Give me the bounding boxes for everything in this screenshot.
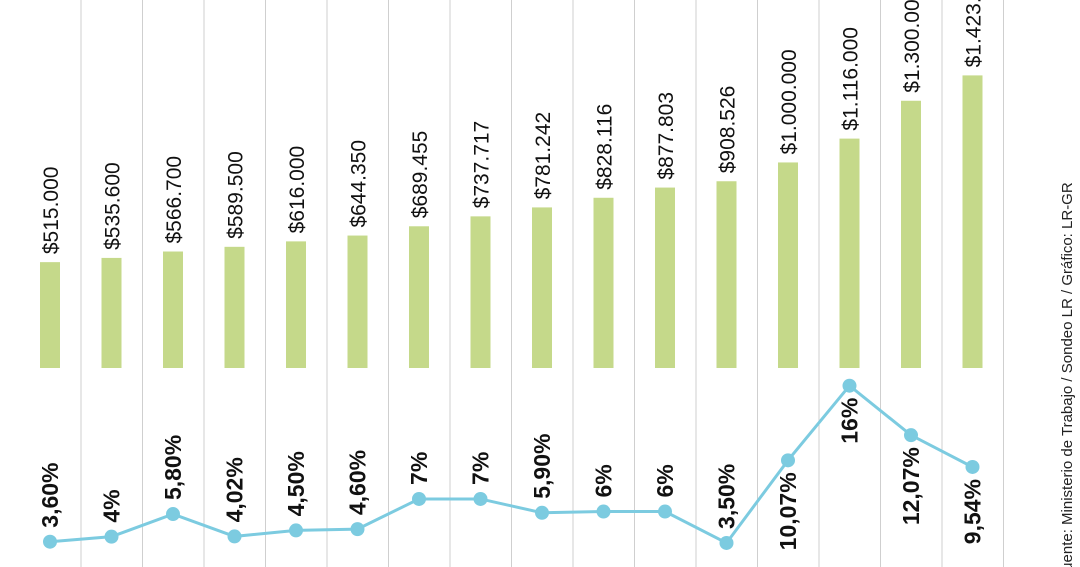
point-label: 6% — [591, 464, 617, 497]
bar — [778, 162, 798, 368]
point — [350, 522, 365, 537]
bar — [962, 75, 983, 369]
point-label: 10,07% — [775, 472, 801, 550]
bar — [40, 262, 60, 368]
point — [104, 529, 119, 544]
point-label: 12,07% — [898, 447, 924, 525]
bar-label: $1.116.000 — [840, 27, 863, 131]
bar-label: $737.717 — [471, 121, 494, 209]
point-label: 5,90% — [529, 434, 555, 499]
bar-label: $781.242 — [532, 112, 555, 200]
point-label: 4% — [99, 489, 125, 522]
bar — [593, 197, 614, 368]
bar — [470, 216, 491, 368]
source: Fuente: Ministerio de Trabajo / Sondeo L… — [1059, 182, 1076, 567]
bar — [224, 246, 245, 368]
bar-label: $689.455 — [409, 131, 432, 219]
point — [904, 428, 918, 443]
point — [412, 491, 426, 506]
bar — [655, 187, 675, 368]
point-label: 5,80% — [160, 435, 186, 500]
point — [842, 378, 857, 393]
point — [166, 507, 180, 522]
bar-label: $828.116 — [594, 104, 617, 190]
point — [781, 453, 795, 468]
point — [719, 535, 734, 550]
bar — [163, 251, 183, 368]
bar-label: $515.000 — [40, 167, 63, 255]
point — [473, 491, 488, 506]
bar-label: $535.600 — [102, 162, 125, 250]
point-label: 3,60% — [37, 462, 63, 527]
bar — [286, 241, 306, 368]
point-label: 4,60% — [345, 450, 371, 515]
bar-label: $644.350 — [348, 140, 371, 228]
point — [658, 504, 672, 519]
point-label: 9,54% — [960, 479, 986, 544]
point — [227, 529, 242, 544]
point-label: 7% — [406, 452, 432, 485]
point-label: 4,50% — [283, 451, 309, 516]
point-label: 7% — [468, 452, 494, 485]
bar — [101, 257, 122, 368]
bar — [716, 181, 737, 368]
point — [289, 523, 303, 538]
point-label: 6% — [652, 464, 678, 497]
bar — [532, 207, 552, 368]
bar — [347, 235, 368, 368]
bar — [409, 226, 429, 368]
bar-label: $908.526 — [717, 86, 740, 174]
bar-label: $589.500 — [225, 151, 248, 239]
bar-label: $616.000 — [286, 146, 309, 234]
point-label: 4,02% — [222, 457, 248, 522]
point-label: 3,50% — [714, 464, 740, 529]
bar-label: $877.803 — [655, 92, 678, 180]
bar-label: $1.300.000 — [901, 0, 924, 93]
point-label: 16% — [837, 398, 863, 444]
bar — [839, 138, 860, 368]
bar-label: $566.700 — [163, 156, 186, 244]
point — [965, 459, 980, 474]
bar — [901, 100, 921, 369]
bar-label: $1.423.500 — [963, 0, 986, 67]
point — [43, 534, 57, 549]
line — [49, 383, 974, 545]
point — [596, 504, 611, 519]
bar-label: $1.000.000 — [778, 49, 801, 154]
point — [535, 505, 549, 520]
